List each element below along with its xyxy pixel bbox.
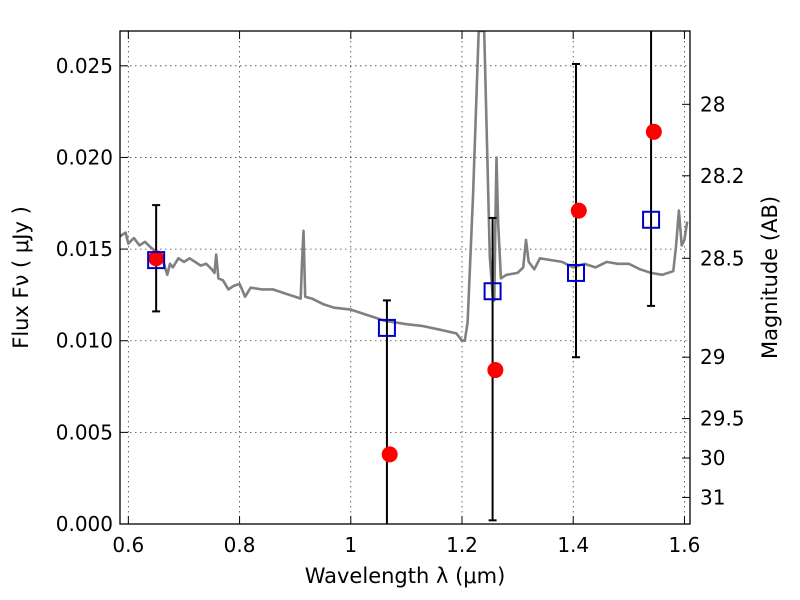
- model-square: [483, 282, 502, 301]
- photometry-point: [487, 362, 504, 379]
- plot-frame: [119, 30, 691, 525]
- y-tick-label: 0.020: [56, 145, 113, 169]
- photometry-point: [381, 446, 398, 463]
- model-square: [147, 251, 166, 270]
- tick-layer: 0.6 0.8 1 1.2 1.4 1.6 0.000 0.005 0.010 0.015 0.02…: [56, 31, 745, 557]
- y-tick-label: 0.000: [56, 512, 113, 536]
- x-tick-label: 1.2: [446, 533, 478, 557]
- model-square: [377, 318, 396, 337]
- grid-layer: [120, 31, 690, 525]
- right-tick-label: 28.5: [700, 246, 745, 270]
- y-tick-label: 0.015: [56, 237, 113, 261]
- right-tick-label: 29.5: [700, 407, 745, 431]
- right-tick-label: 29: [700, 345, 725, 369]
- errorbar-layer: [152, 31, 656, 524]
- y-axis-label: Flux Fν ( μJy ): [9, 206, 33, 349]
- square-layer: [147, 210, 661, 337]
- right-axis-label: Magnitude (AB): [758, 196, 782, 359]
- y-tick-label: 0.010: [56, 329, 113, 353]
- photometry-point: [570, 202, 587, 219]
- x-tick-label: 0.6: [112, 533, 144, 557]
- right-tick-label: 30: [700, 446, 725, 470]
- photometry-point: [148, 250, 165, 267]
- x-tick-label: 1: [344, 533, 357, 557]
- x-tick-label: 0.8: [224, 533, 256, 557]
- line-layer: [120, 31, 689, 343]
- x-axis-label: Wavelength λ (μm): [305, 564, 506, 588]
- x-tick-label: 1.4: [557, 533, 589, 557]
- right-tick-label: 28: [700, 92, 725, 116]
- model-square: [642, 210, 661, 229]
- circle-layer: [148, 123, 662, 463]
- y-tick-label: 0.005: [56, 420, 113, 444]
- spectrum-line: [120, 31, 689, 343]
- right-tick-label: 31: [700, 485, 725, 509]
- model-square: [567, 263, 585, 282]
- y-tick-label: 0.025: [56, 54, 113, 78]
- right-tick-label: 28.2: [700, 164, 745, 188]
- photometry-point: [645, 123, 662, 140]
- x-tick-label: 1.6: [669, 533, 701, 557]
